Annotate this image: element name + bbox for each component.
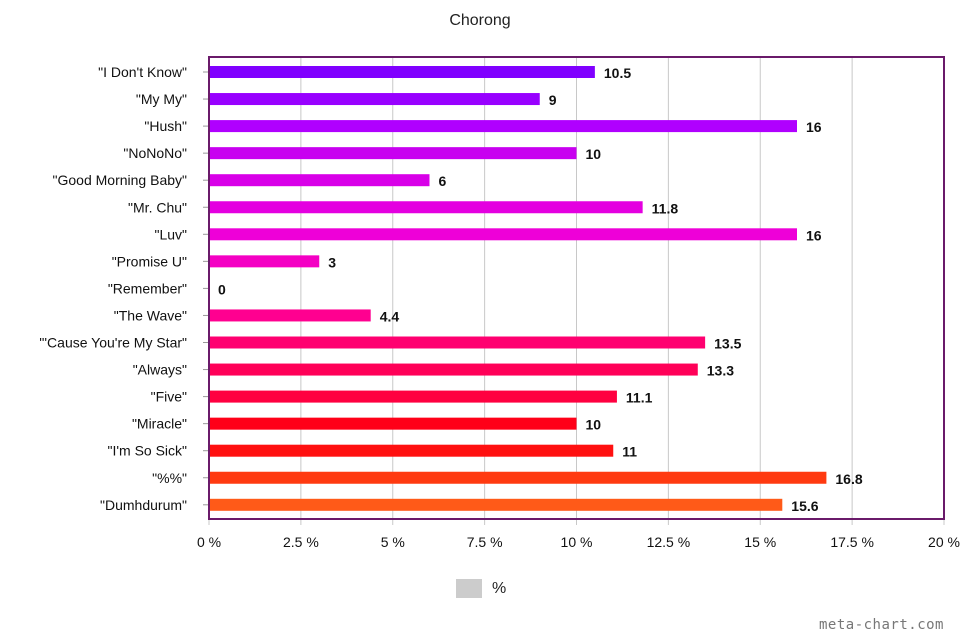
value-label: 16 xyxy=(806,119,822,135)
chart-title: Chorong xyxy=(449,12,511,29)
value-label: 6 xyxy=(439,173,447,189)
category-label: "I'm So Sick" xyxy=(107,443,187,459)
bar xyxy=(209,471,827,484)
value-label: 15.6 xyxy=(791,498,818,514)
category-label: "Luv" xyxy=(154,226,187,242)
x-tick-label: 17.5 % xyxy=(830,534,874,550)
category-label: "Hush" xyxy=(144,118,187,134)
category-label: "My My" xyxy=(136,91,187,107)
bar xyxy=(209,417,577,430)
category-label: "Mr. Chu" xyxy=(128,199,187,215)
x-tick-label: 7.5 % xyxy=(467,534,503,550)
x-tick-label: 20 % xyxy=(928,534,960,550)
bar xyxy=(209,336,706,349)
category-label: "NoNoNo" xyxy=(123,145,187,161)
category-label: "Five" xyxy=(151,389,187,405)
x-tick-label: 10 % xyxy=(561,534,593,550)
value-label: 16.8 xyxy=(835,471,862,487)
category-label: "Good Morning Baby" xyxy=(53,172,187,188)
bar xyxy=(209,444,614,457)
bar xyxy=(209,120,797,133)
value-label: 11 xyxy=(622,444,637,460)
value-label: 4.4 xyxy=(380,308,400,324)
value-label: 10 xyxy=(586,146,602,162)
bar xyxy=(209,66,595,78)
bar xyxy=(209,228,797,241)
category-label: "Dumhdurum" xyxy=(100,497,187,513)
value-label: 11.1 xyxy=(626,390,653,406)
category-label: "'Cause You're My Star" xyxy=(39,335,187,351)
value-label: 16 xyxy=(806,227,822,243)
x-tick-label: 0 % xyxy=(197,534,221,550)
watermark: meta-chart.com xyxy=(818,617,944,633)
x-tick-label: 12.5 % xyxy=(647,534,691,550)
category-label: "%%" xyxy=(152,470,187,486)
x-tick-label: 2.5 % xyxy=(283,534,319,550)
value-label: 9 xyxy=(549,92,557,108)
value-label: 0 xyxy=(218,281,226,297)
x-tick-label: 15 % xyxy=(744,534,776,550)
legend: % xyxy=(456,579,506,598)
category-label: "Remember" xyxy=(108,280,187,296)
category-label: "Miracle" xyxy=(132,416,187,432)
value-label: 10.5 xyxy=(604,65,631,81)
bar xyxy=(209,390,617,403)
bar xyxy=(209,255,320,268)
bar xyxy=(209,201,643,214)
category-label: "The Wave" xyxy=(114,307,187,323)
value-label: 3 xyxy=(328,254,336,270)
bar xyxy=(209,309,371,322)
value-label: 13.3 xyxy=(707,363,734,379)
value-label: 10 xyxy=(586,417,602,433)
bar xyxy=(209,174,430,187)
plot-frame xyxy=(208,56,945,520)
category-label: "Always" xyxy=(133,362,187,378)
legend-label: % xyxy=(492,579,507,597)
x-tick-label: 5 % xyxy=(381,534,405,550)
bar xyxy=(209,363,698,376)
value-label: 13.5 xyxy=(714,336,741,352)
bar xyxy=(209,498,783,511)
category-label: "I Don't Know" xyxy=(98,64,187,80)
value-label: 11.8 xyxy=(652,200,679,216)
bar xyxy=(209,93,540,106)
legend-swatch xyxy=(456,579,482,598)
bar xyxy=(209,147,577,160)
category-label: "Promise U" xyxy=(112,253,187,269)
